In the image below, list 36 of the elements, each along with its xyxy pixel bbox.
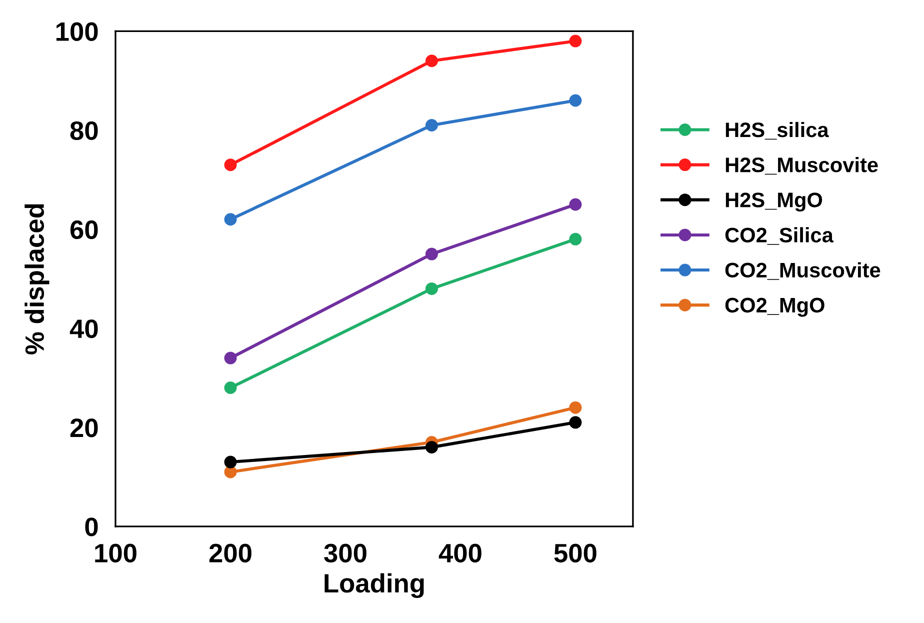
legend-label: CO2_MgO (725, 298, 824, 317)
x-tick-label: 200 (209, 544, 252, 562)
y-tick-label: 0 (85, 518, 98, 536)
y-tick-label: 80 (70, 121, 98, 140)
point (425, 54, 438, 68)
point (224, 352, 237, 364)
x-tick-label: 500 (554, 544, 596, 562)
point (569, 94, 582, 107)
point (224, 213, 237, 226)
point (425, 440, 438, 454)
y-axis-title: % displaced (24, 204, 50, 354)
y-tick-label: 60 (70, 220, 98, 240)
point (569, 401, 582, 414)
point (224, 382, 237, 394)
point (569, 416, 582, 429)
y-tick-label: 40 (70, 319, 98, 338)
point (425, 119, 438, 132)
point (224, 466, 237, 478)
point (224, 158, 237, 172)
legend-label: H2S_silica (726, 122, 829, 140)
x-tick-label: 300 (324, 544, 366, 563)
legend-label: H2S_MgO (726, 192, 822, 212)
point (425, 282, 438, 295)
point (569, 198, 582, 211)
legend-label: CO2_Muscovite (725, 262, 880, 280)
point (569, 34, 582, 48)
x-tick-label: 100 (95, 544, 136, 562)
y-tick-label: 100 (56, 22, 98, 41)
point (425, 248, 438, 260)
legend-label: H2S_Muscovite (726, 156, 878, 175)
x-tick-label: 400 (438, 544, 482, 562)
point (569, 232, 582, 246)
legend-label: CO2_Silica (725, 227, 834, 245)
point (224, 456, 237, 468)
x-axis-title: Loading (324, 573, 424, 598)
y-tick-label: 20 (70, 418, 98, 438)
